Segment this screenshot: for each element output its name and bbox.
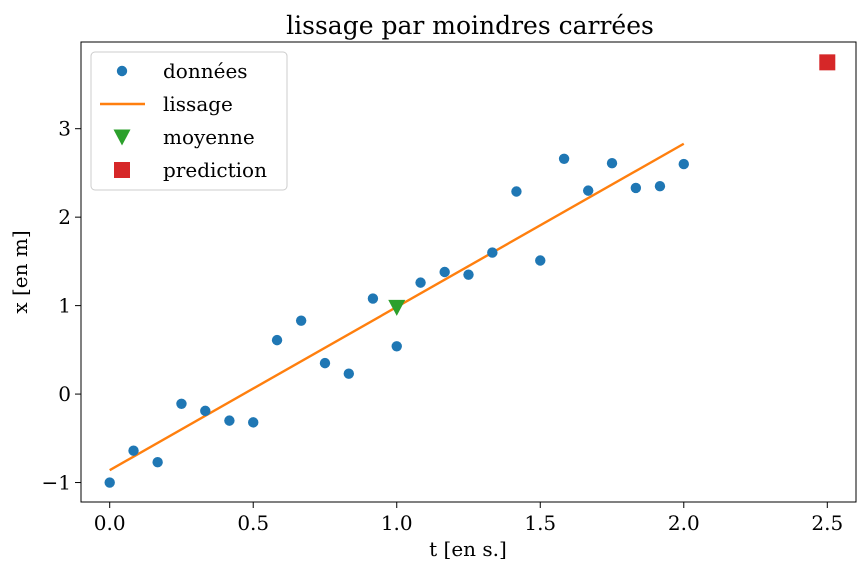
legend-label: données: [163, 59, 248, 83]
x-tick-label: 1.5: [524, 511, 556, 535]
x-tick-label: 2.5: [811, 511, 843, 535]
x-axis-label: t [en s.]: [429, 537, 507, 561]
y-axis: −1 0 1 2 3: [42, 117, 81, 495]
x-axis: 0.0 0.5 1.0 1.5 2.0 2.5: [94, 502, 843, 535]
data-point: [367, 293, 379, 304]
data-point: [271, 334, 283, 346]
legend-label: moyenne: [163, 125, 255, 149]
x-tick-label: 0.5: [237, 511, 269, 535]
y-tick-label: 2: [58, 205, 71, 229]
data-point: [152, 456, 163, 468]
data-point: [463, 269, 474, 280]
y-tick-label: −1: [42, 471, 71, 495]
data-point: [511, 186, 522, 197]
data-point: [176, 398, 187, 410]
data-point: [248, 417, 259, 428]
data-point: [582, 185, 594, 196]
legend: données lissage moyenne prediction: [90, 51, 288, 191]
data-point: [224, 415, 235, 426]
x-tick-label: 2.0: [668, 511, 700, 535]
data-point: [415, 277, 426, 288]
data-point: [391, 341, 402, 352]
data-point: [128, 445, 139, 456]
prediction-point: [819, 54, 836, 71]
data-point: [606, 157, 618, 169]
data-point: [295, 315, 307, 326]
data-point: [558, 153, 570, 164]
data-point: [319, 357, 331, 369]
data-point: [487, 247, 498, 258]
legend-label: lissage: [163, 92, 233, 116]
legend-marker-swatch: [116, 65, 128, 77]
data-marks: [104, 54, 836, 488]
y-tick-label: 3: [58, 117, 71, 141]
data-point: [654, 180, 666, 192]
legend-label: prediction: [163, 158, 267, 182]
data-point: [343, 368, 355, 379]
y-axis-label: x [en m]: [8, 230, 32, 313]
data-point: [200, 405, 211, 417]
chart-title: lissage par moindres carrées: [286, 11, 654, 40]
data-point: [630, 182, 642, 194]
x-tick-label: 1.0: [381, 511, 413, 535]
x-tick-label: 0.0: [94, 511, 126, 535]
data-point: [439, 266, 450, 278]
y-tick-label: 0: [58, 382, 71, 406]
legend-marker-swatch: [114, 162, 130, 178]
mean-point: [388, 299, 406, 316]
data-point: [535, 255, 546, 266]
legend-marker-swatch: [113, 129, 131, 146]
legend-frame: [90, 51, 288, 191]
data-point: [678, 158, 689, 170]
data-point: [104, 477, 115, 488]
y-tick-label: 1: [58, 294, 71, 318]
